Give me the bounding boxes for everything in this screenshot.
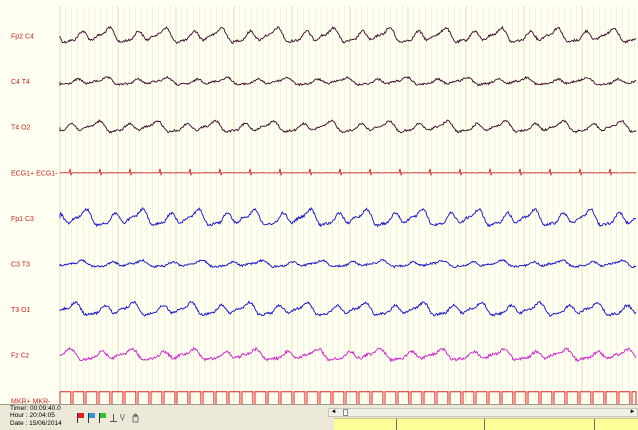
eeg-trace-panel: Fp2 C4 C4 T4 T4 O2 ECG1+ ECG1- Fp1 C3 C3 T3 T3… <box>0 0 638 404</box>
timeline-tick <box>484 419 485 430</box>
scroll-thumb[interactable] <box>343 409 348 416</box>
blue-flag-icon[interactable] <box>87 412 96 423</box>
channel-trace <box>59 300 637 317</box>
channel-trace <box>59 118 637 134</box>
channel-label[interactable]: C4 T4 <box>11 79 30 86</box>
channel-trace <box>59 391 637 404</box>
scroll-right-arrow-icon[interactable]: ► <box>629 409 636 415</box>
timeline-tick <box>594 419 595 430</box>
red-flag-icon[interactable] <box>76 412 85 423</box>
channel-label[interactable]: T4 O2 <box>11 125 31 132</box>
time-info-panel: Timer: 00:09:40.0 Hour : 20:04:05 Date :… <box>10 405 62 427</box>
event-timeline[interactable] <box>334 418 638 430</box>
green-flag-icon[interactable] <box>98 412 107 423</box>
annotation-icon[interactable]: Ⴤ <box>120 412 129 423</box>
trace-background <box>0 0 638 404</box>
channel-label[interactable]: MKR+ MKR- <box>11 398 51 404</box>
baseline-icon[interactable] <box>109 412 118 423</box>
channel-label[interactable]: Fp2 C4 <box>11 34 34 41</box>
timer-readout: Timer: 00:09:40.0 <box>10 405 61 412</box>
hour-readout: Hour : 20:04:05 <box>10 412 55 420</box>
channel-trace <box>59 168 637 177</box>
channel-label[interactable]: Fp1 C3 <box>11 216 34 223</box>
channel-label[interactable]: T3 O1 <box>11 307 31 314</box>
channel-label[interactable]: Fz Cz <box>11 353 30 360</box>
channel-trace <box>59 346 637 363</box>
channel-trace <box>59 206 637 228</box>
hand-icon[interactable] <box>131 412 140 423</box>
channel-trace <box>59 75 637 87</box>
timeline-tick <box>396 419 397 430</box>
scroll-left-arrow-icon[interactable]: ◄ <box>330 409 337 415</box>
channel-label[interactable]: C3 T3 <box>11 262 30 269</box>
channel-trace <box>59 258 637 269</box>
channel-label[interactable]: ECG1+ ECG1- <box>11 170 58 177</box>
time-scrollbar[interactable]: ◄ ► <box>328 408 638 417</box>
svg-text:Ⴤ: Ⴤ <box>120 413 125 423</box>
annotation-toolbar: Ⴤ <box>76 412 140 423</box>
channel-trace <box>59 25 637 45</box>
date-readout: Date : 15/06/2014 <box>10 419 62 427</box>
